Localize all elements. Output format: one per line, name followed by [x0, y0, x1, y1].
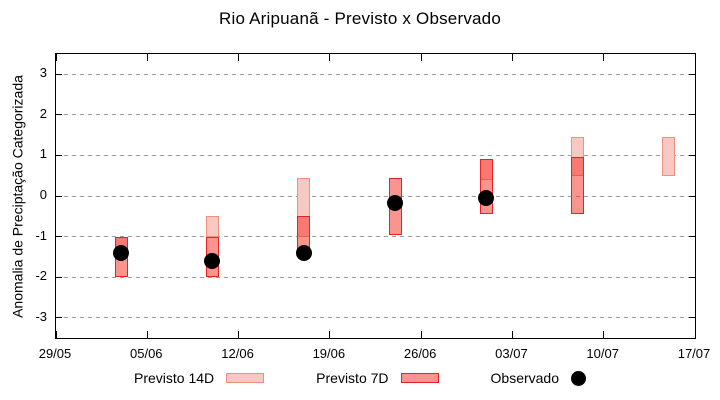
- legend-item-observado: Observado: [491, 370, 586, 386]
- x-tick-mark-top: [329, 54, 331, 61]
- range-bar-previsto-7d: [479, 159, 493, 215]
- y-tick-mark-left: [56, 73, 62, 75]
- y-tick-mark-left: [56, 317, 62, 319]
- y-tick-label: 3: [39, 65, 47, 81]
- x-tick-label: 10/07: [586, 346, 619, 361]
- x-tick-mark-bottom: [329, 331, 331, 338]
- y-tick-mark-right: [689, 114, 695, 116]
- observado-dot-icon: [571, 370, 586, 386]
- observed-dot: [478, 190, 495, 207]
- y-tick-label: 1: [39, 146, 47, 162]
- x-tick-mark-top: [511, 54, 513, 61]
- x-tick-mark-bottom: [238, 331, 240, 338]
- x-tick-mark-bottom: [55, 331, 57, 338]
- x-tick-mark-bottom: [603, 331, 605, 338]
- gridline: [56, 236, 695, 238]
- legend-label-observado: Observado: [490, 370, 559, 386]
- x-tick-label: 17/07: [677, 346, 711, 361]
- y-tick-mark-right: [689, 236, 695, 238]
- legend: Previsto 14D Previsto 7D Observado: [0, 370, 720, 386]
- y-tick-mark-left: [56, 195, 62, 197]
- x-tick-mark-top: [238, 54, 240, 61]
- y-tick-label: -3: [35, 308, 47, 324]
- x-tick-label: 05/06: [130, 346, 163, 361]
- legend-label-previsto-14d: Previsto 14D: [134, 370, 215, 386]
- range-bar-previsto-14d: [662, 137, 676, 176]
- y-tick-mark-left: [56, 154, 62, 156]
- y-tick-mark-right: [689, 276, 695, 278]
- x-tick-label: 26/06: [403, 346, 437, 361]
- y-tick-mark-right: [689, 73, 695, 75]
- gridline: [56, 114, 695, 116]
- x-tick-mark-top: [420, 54, 422, 61]
- x-tick-mark-bottom: [146, 331, 148, 338]
- y-tick-mark-left: [56, 236, 62, 238]
- x-tick-mark-bottom: [511, 331, 513, 338]
- observed-dot: [387, 195, 404, 212]
- legend-item-previsto-7d: Previsto 7D: [316, 370, 439, 386]
- previsto-7d-swatch-icon: [400, 373, 439, 383]
- y-tick-mark-left: [56, 276, 62, 278]
- observed-dot: [113, 244, 130, 261]
- x-tick-label: 12/06: [221, 346, 254, 361]
- y-tick-label: 0: [39, 187, 47, 202]
- gridline: [56, 317, 695, 319]
- y-tick-mark-right: [689, 195, 695, 197]
- y-tick-label: -1: [35, 227, 47, 243]
- x-tick-mark-top: [603, 54, 605, 61]
- x-tick-label: 03/07: [495, 346, 528, 361]
- range-bar-previsto-14d: [205, 216, 219, 237]
- gridline: [56, 73, 695, 75]
- y-tick-label: 2: [39, 105, 47, 121]
- plot-area: [55, 53, 696, 339]
- y-tick-mark-left: [56, 114, 62, 116]
- gridline: [56, 276, 695, 278]
- legend-label-previsto-7d: Previsto 7D: [316, 370, 389, 386]
- x-tick-mark-bottom: [694, 331, 696, 338]
- range-bar-previsto-7d: [571, 157, 585, 215]
- x-tick-label: 29/05: [38, 346, 72, 361]
- x-tick-mark-bottom: [420, 331, 422, 338]
- y-tick-label: -2: [35, 268, 47, 284]
- gridline: [56, 195, 695, 197]
- gridline: [56, 154, 695, 156]
- legend-item-previsto-14d: Previsto 14D: [134, 370, 265, 386]
- observed-dot: [295, 244, 312, 261]
- y-tick-mark-right: [689, 317, 695, 319]
- x-tick-mark-top: [55, 54, 57, 61]
- chart-title: Rio Aripuanã - Previsto x Observado: [219, 9, 501, 28]
- observed-dot: [204, 252, 221, 269]
- previsto-14d-swatch-icon: [226, 373, 265, 383]
- y-tick-mark-right: [689, 154, 695, 156]
- x-tick-label: 19/06: [312, 346, 346, 361]
- x-tick-mark-top: [694, 54, 696, 61]
- x-tick-mark-top: [146, 54, 148, 61]
